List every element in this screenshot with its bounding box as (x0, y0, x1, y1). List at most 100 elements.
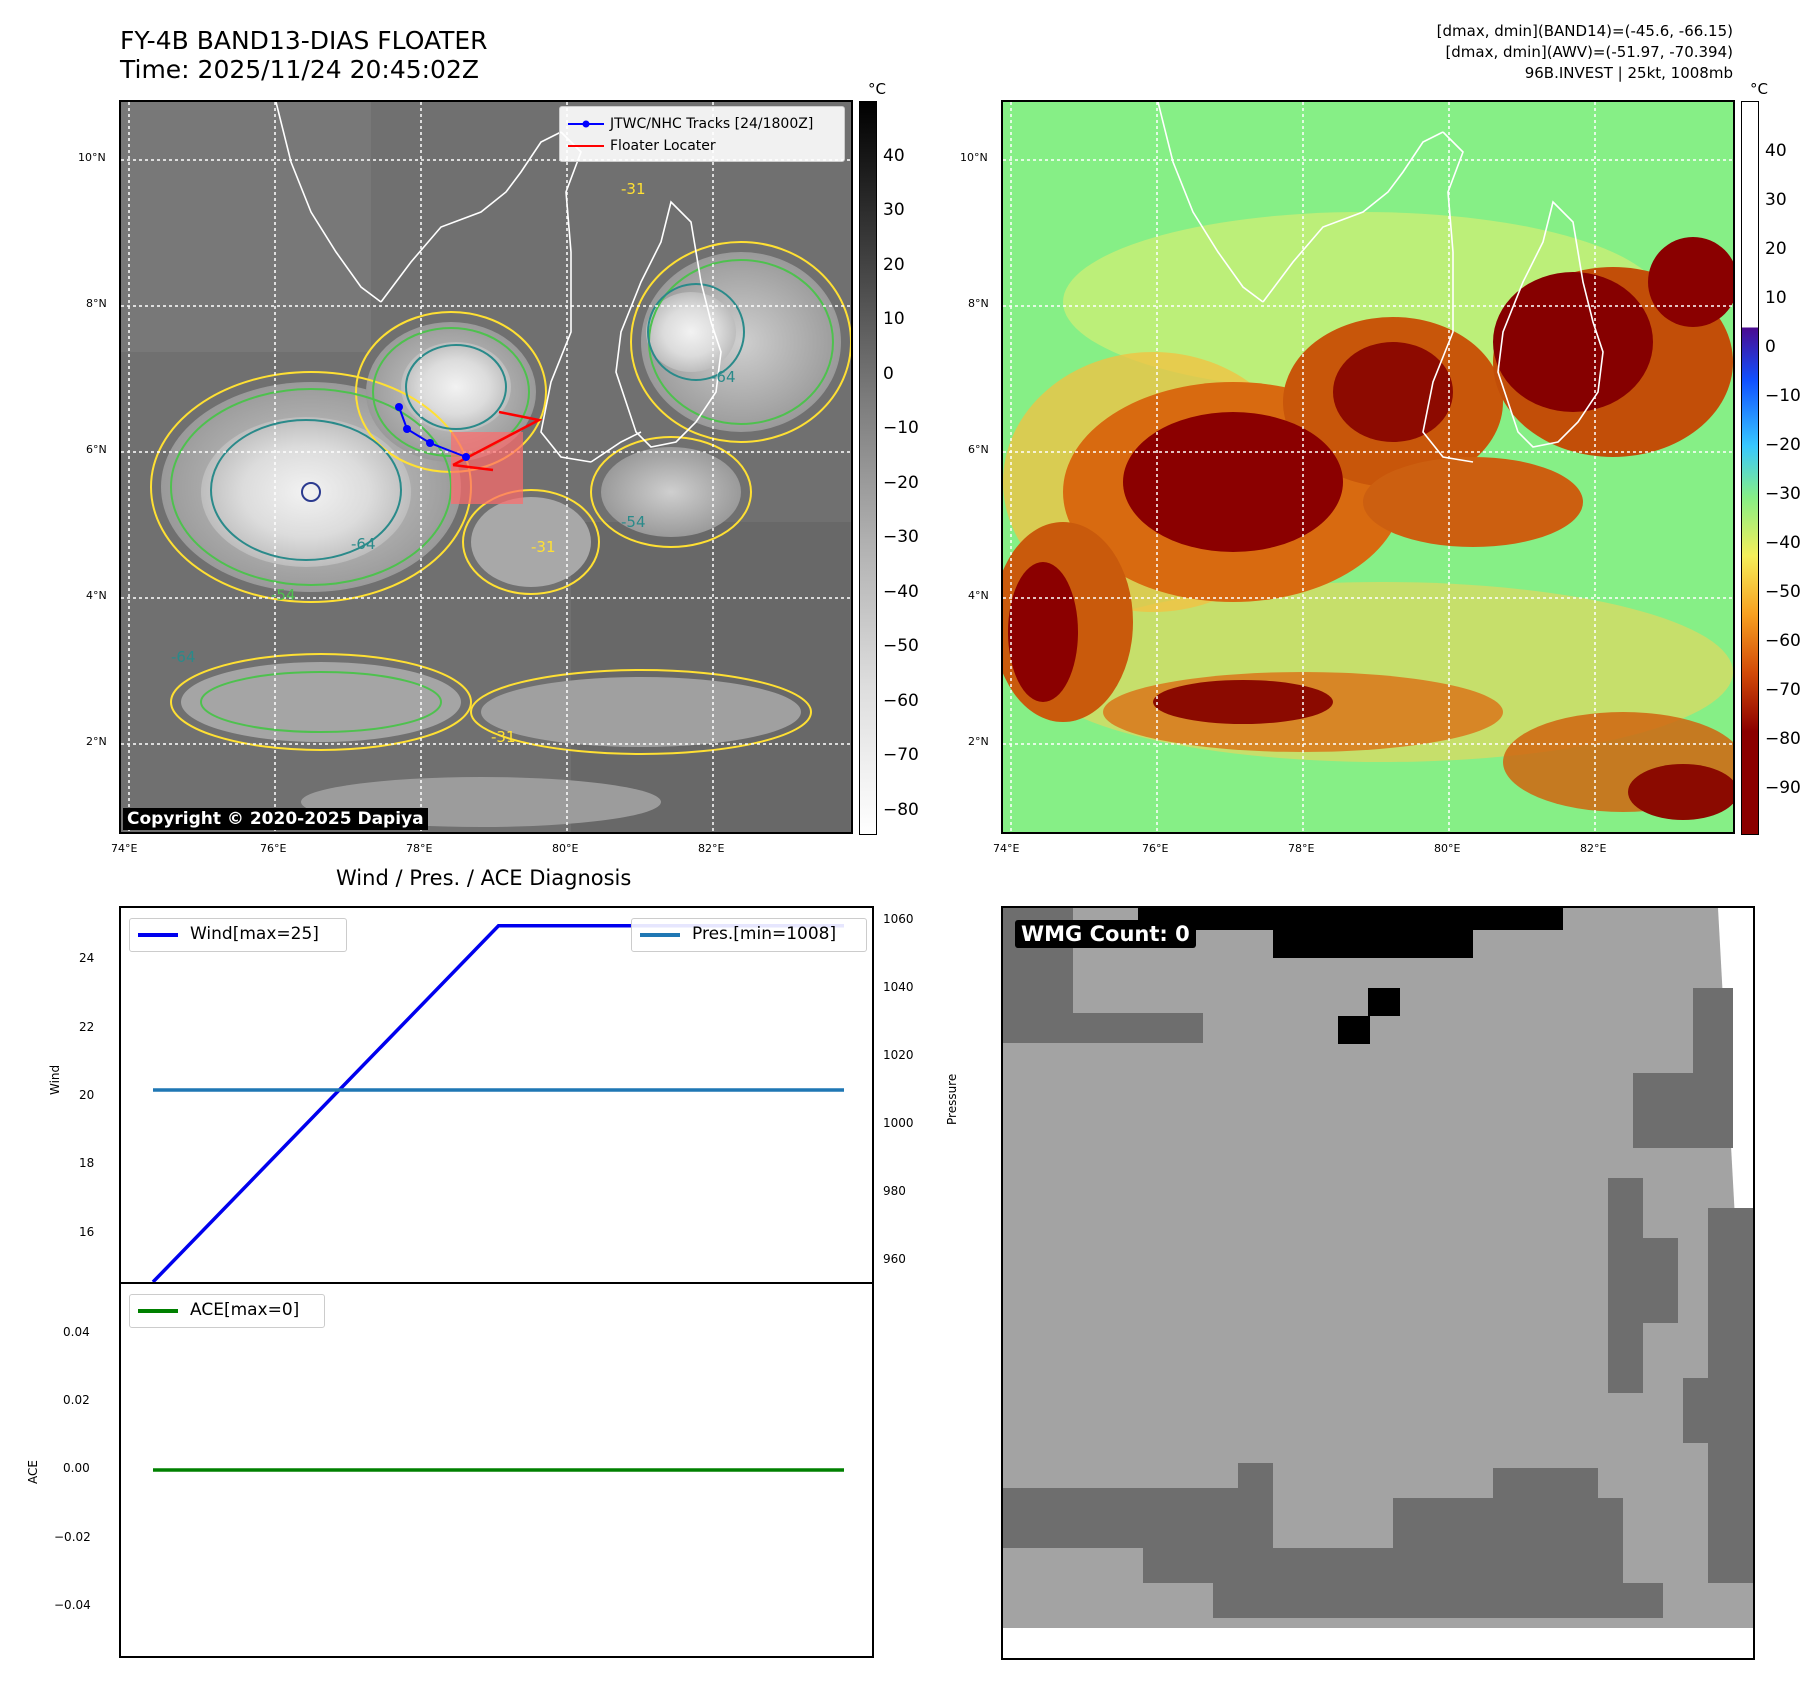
ir-colorbar (859, 101, 877, 835)
awv-map-panel (1001, 100, 1735, 834)
lon-label: 80°E (1434, 842, 1461, 855)
wind-tick: 24 (79, 951, 95, 965)
pressure-tick: 1020 (883, 1048, 914, 1062)
colorbar-tick: −80 (1765, 729, 1801, 749)
colorbar-tick: −10 (883, 418, 919, 438)
ace-tick: 0.00 (63, 1461, 90, 1475)
pressure-tick: 1060 (883, 912, 914, 926)
colorbar-tick: −20 (883, 473, 919, 493)
lat-label: 2°N (968, 735, 989, 748)
track-point (462, 453, 470, 461)
colorbar-tick: 10 (1765, 288, 1787, 308)
pressure-tick: 1000 (883, 1116, 914, 1130)
pressure-legend-swatch (640, 933, 680, 937)
awv-colorbar (1741, 101, 1759, 835)
colorbar-tick: −70 (883, 745, 919, 765)
colorbar-tick: −30 (1765, 484, 1801, 504)
wind-tick: 22 (79, 1020, 95, 1034)
lon-label: 74°E (111, 842, 138, 855)
lat-label: 6°N (86, 443, 107, 456)
ace-tick: −0.02 (54, 1530, 91, 1544)
colorbar-tick: −80 (883, 800, 919, 820)
colorbar-tick: −70 (1765, 680, 1801, 700)
lon-label: 80°E (552, 842, 579, 855)
wind-pressure-panel: Wind[max=25] Pres.[min=1008] (119, 906, 874, 1284)
track-point (426, 439, 434, 447)
colorbar-tick: −50 (883, 636, 919, 656)
wmg-panel: WMG Count: 0 (1001, 906, 1755, 1660)
lon-label: 76°E (260, 842, 287, 855)
colorbar-tick: 40 (1765, 141, 1787, 161)
wind-legend-swatch (138, 933, 178, 937)
track-point (403, 425, 411, 433)
legend-track-label: JTWC/NHC Tracks [24/1800Z] (610, 116, 814, 132)
lat-label: 4°N (86, 589, 107, 602)
lat-label: 10°N (78, 151, 106, 164)
colorbar-tick: 10 (883, 309, 905, 329)
colorbar-tick: −40 (883, 582, 919, 602)
wind-tick: 20 (79, 1088, 95, 1102)
track-point (395, 403, 403, 411)
lon-label: 82°E (1580, 842, 1607, 855)
contour-label: -54 (271, 586, 296, 604)
colorbar-tick: −90 (1765, 778, 1801, 798)
colorbar-tick: 0 (883, 364, 894, 384)
awv-colorbar-unit: °C (1750, 80, 1768, 98)
ace-tick: 0.02 (63, 1393, 90, 1407)
contour-label: -31 (621, 180, 646, 198)
colorbar-tick: −50 (1765, 582, 1801, 602)
lat-label: 8°N (968, 297, 989, 310)
lat-label: 4°N (968, 589, 989, 602)
floater-locater-line (452, 410, 543, 467)
colorbar-tick: 30 (883, 200, 905, 220)
awv-map-image (1003, 102, 1733, 832)
pressure-legend-label: Pres.[min=1008] (692, 924, 837, 944)
wind-series-line (151, 924, 844, 1282)
pressure-tick: 980 (883, 1184, 906, 1198)
legend-locater-label: Floater Locater (610, 138, 716, 154)
wind-legend-label: Wind[max=25] (190, 924, 319, 944)
colorbar-tick: 0 (1765, 337, 1776, 357)
colorbar-tick: −40 (1765, 533, 1801, 553)
colorbar-tick: 20 (1765, 239, 1787, 259)
colorbar-tick: 20 (883, 255, 905, 275)
wind-tick: 18 (79, 1156, 95, 1170)
wind-legend: Wind[max=25] (129, 918, 347, 952)
pressure-tick: 1040 (883, 980, 914, 994)
ace-tick: 0.04 (63, 1325, 90, 1339)
ir-map-image: -31 -64 -54 -64 -31 -31 -54 -64 (121, 102, 851, 832)
colorbar-tick: 40 (883, 146, 905, 166)
lat-label: 8°N (86, 297, 107, 310)
wind-ylabel: Wind (48, 1064, 62, 1095)
pressure-tick: 960 (883, 1252, 906, 1266)
chart-title: FY-4B BAND13-DIAS FLOATER (120, 26, 488, 55)
wmg-count-label: WMG Count: 0 (1015, 920, 1196, 948)
contour-label: -31 (531, 538, 556, 556)
colorbar-tick: 30 (1765, 190, 1787, 210)
contour-label: -54 (621, 513, 646, 531)
info-storm: 96B.INVEST | 25kt, 1008mb (1524, 64, 1733, 82)
ace-legend-swatch (138, 1309, 178, 1313)
chart-time: Time: 2025/11/24 20:45:02Z (120, 55, 479, 84)
lon-label: 78°E (1288, 842, 1315, 855)
lat-label: 10°N (960, 151, 988, 164)
ace-plot (153, 1468, 844, 1472)
contour-label: -31 (491, 728, 516, 746)
ir-legend: JTWC/NHC Tracks [24/1800Z] Floater Locat… (559, 106, 845, 162)
jtwc-track-line (398, 406, 467, 458)
ace-legend-label: ACE[max=0] (190, 1300, 300, 1320)
colorbar-tick: −30 (883, 527, 919, 547)
diagnosis-title: Wind / Pres. / ACE Diagnosis (336, 866, 632, 890)
info-awv: [dmax, dmin](AWV)=(-51.97, -70.394) (1445, 43, 1733, 61)
ir-colorbar-unit: °C (868, 80, 886, 98)
contour-label: -64 (711, 368, 736, 386)
ace-ylabel: ACE (26, 1460, 40, 1484)
ace-legend: ACE[max=0] (129, 1294, 325, 1328)
lon-label: 74°E (993, 842, 1020, 855)
wind-pressure-plot (151, 924, 844, 1282)
wind-tick: 16 (79, 1225, 95, 1239)
pressure-legend: Pres.[min=1008] (631, 918, 867, 952)
ir-map-panel: -31 -64 -54 -64 -31 -31 -54 -64 JTWC/NHC… (119, 100, 853, 834)
info-band14: [dmax, dmin](BAND14)=(-45.6, -66.15) (1436, 22, 1733, 40)
ace-panel: ACE[max=0] (119, 1282, 874, 1658)
